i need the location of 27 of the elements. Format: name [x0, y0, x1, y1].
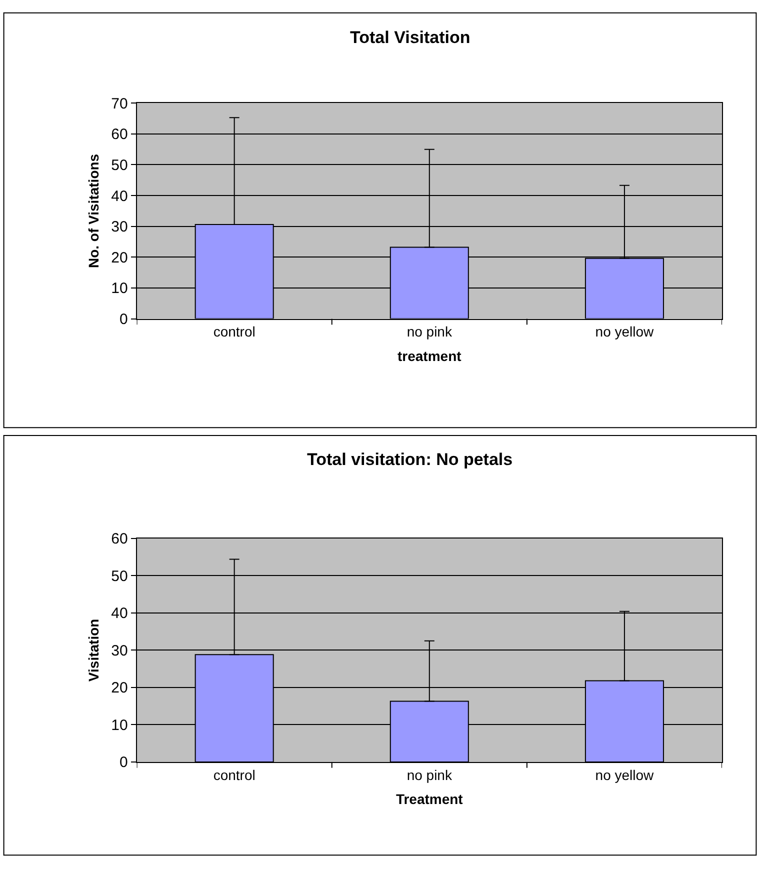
- y-tick-label: 70: [111, 95, 128, 112]
- y-tick-label: 10: [111, 716, 128, 734]
- y-axis-title: Visitation: [86, 618, 102, 682]
- x-axis-title: treatment: [398, 348, 462, 364]
- y-tick-label: 0: [119, 754, 128, 772]
- y-tick-label: 10: [111, 280, 128, 298]
- chart-title: Total visitation: No petals: [307, 450, 513, 469]
- y-tick-label: 50: [111, 568, 128, 585]
- y-tick-label: 60: [111, 126, 128, 144]
- y-tick-label: 50: [111, 156, 128, 174]
- y-tick-label: 30: [111, 218, 128, 236]
- y-tick-label: 40: [111, 605, 128, 622]
- y-tick-label: 40: [111, 188, 128, 205]
- x-axis-title: Treatment: [396, 791, 464, 808]
- y-tick-label: 0: [119, 311, 128, 328]
- x-tick-label: no pink: [406, 766, 453, 783]
- x-tick-label: no pink: [406, 324, 453, 340]
- y-axis-title: No. of Visitations: [86, 154, 102, 268]
- chart-title: Total Visitation: [350, 28, 470, 47]
- x-tick-label: control: [213, 324, 256, 340]
- y-tick-label: 20: [111, 680, 128, 697]
- x-tick-label: no yellow: [595, 766, 655, 783]
- x-tick-label: control: [213, 766, 256, 783]
- x-tick-label: no yellow: [595, 324, 655, 340]
- y-tick-label: 30: [111, 642, 128, 660]
- y-tick-label: 20: [111, 249, 128, 266]
- y-tick-label: 60: [111, 530, 128, 548]
